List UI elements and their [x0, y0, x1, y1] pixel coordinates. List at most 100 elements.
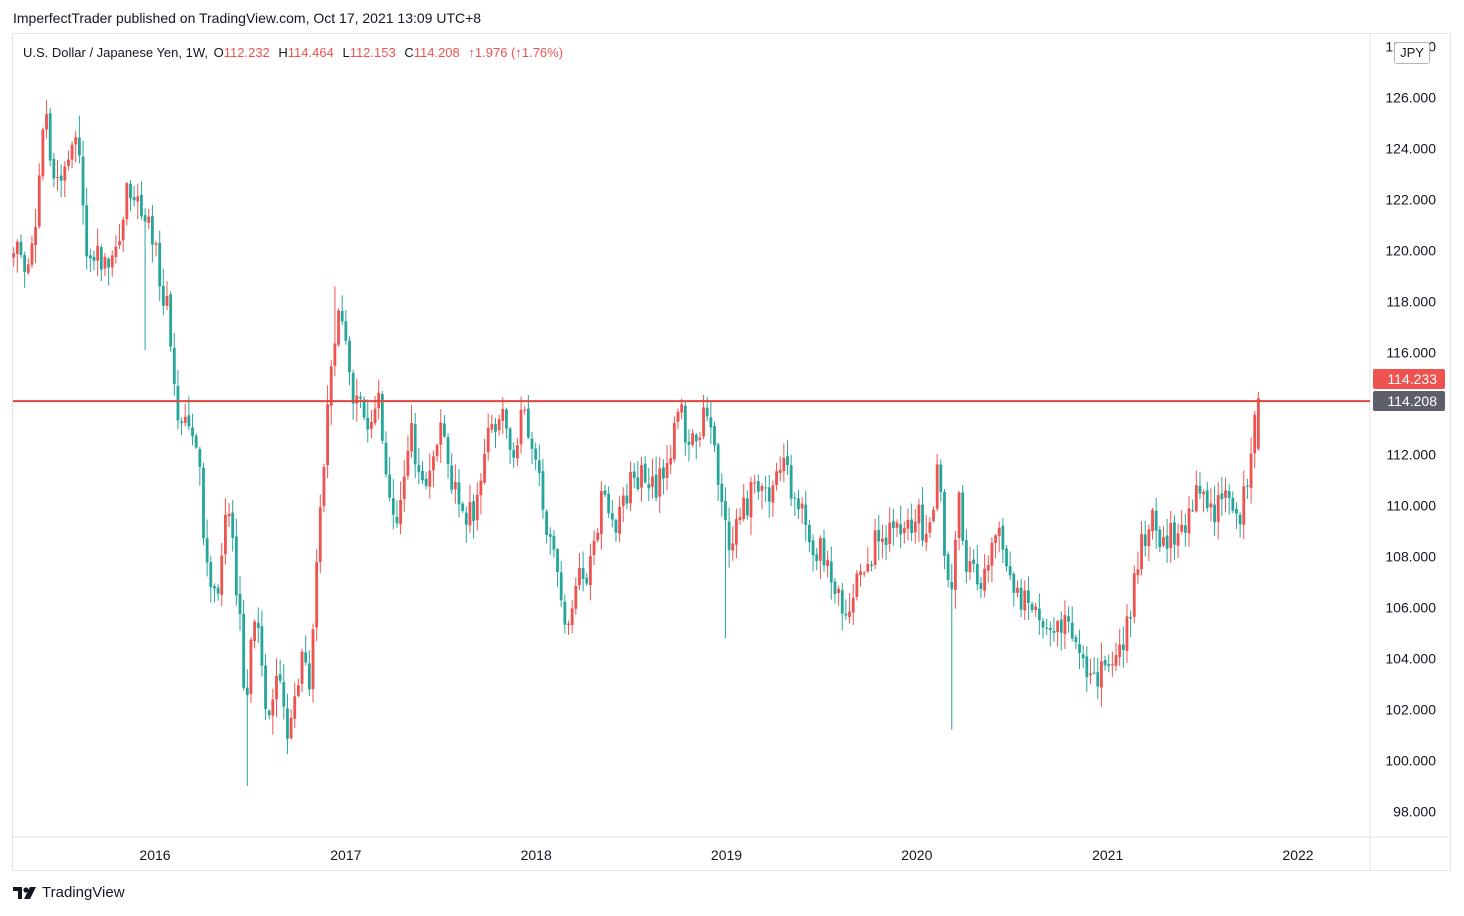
candle [1205, 481, 1209, 512]
candle [1107, 654, 1111, 673]
candle-body [1052, 631, 1056, 633]
candle-body [570, 608, 574, 626]
candle-body [968, 561, 972, 573]
candle-body [223, 514, 227, 555]
candle-body [70, 144, 74, 160]
candle [1023, 580, 1027, 621]
price-tick-label: 120.000 [1385, 243, 1436, 259]
candle [983, 554, 987, 598]
price-badge-label: 114.233 [1387, 371, 1437, 387]
candle [683, 401, 687, 456]
candle-body [410, 422, 413, 452]
candle [103, 253, 107, 277]
candle-body [1256, 398, 1260, 449]
candle [771, 480, 775, 517]
candle [775, 462, 778, 491]
candle [497, 415, 501, 436]
candle-body [198, 449, 202, 467]
candle-body [315, 562, 319, 628]
candle [304, 635, 308, 666]
candle [296, 678, 300, 698]
candle [756, 474, 760, 500]
candle [472, 494, 476, 539]
candle [753, 474, 757, 494]
candle [505, 407, 508, 439]
candle [924, 515, 928, 551]
candle-body [786, 456, 789, 465]
candle [395, 500, 399, 528]
candle [238, 576, 242, 631]
candle [964, 529, 968, 584]
candle [888, 507, 892, 553]
candle [848, 593, 851, 624]
candle [1114, 642, 1118, 672]
candle-body [329, 366, 333, 406]
candle-body [818, 538, 822, 561]
candle-body [643, 463, 647, 483]
candle [621, 487, 625, 523]
candle-body [1045, 627, 1049, 629]
candle [720, 473, 724, 517]
candle-body [665, 463, 669, 478]
candle [1100, 642, 1103, 707]
candle-body [727, 521, 731, 551]
candle-body [771, 485, 775, 503]
candle-body [176, 385, 180, 421]
candle-body [296, 685, 300, 696]
candle [48, 107, 52, 167]
candle-body [1169, 523, 1173, 548]
candle [67, 150, 70, 171]
candle [1132, 565, 1136, 624]
candle-body [1089, 673, 1092, 676]
candle [96, 228, 100, 276]
candle-body [15, 241, 19, 254]
candle [1052, 617, 1056, 642]
candle-body [45, 114, 48, 130]
candle [1081, 645, 1085, 668]
candle [545, 509, 549, 544]
candle-body [497, 419, 501, 431]
candle [300, 648, 304, 693]
candle-body [103, 256, 107, 269]
candle [501, 397, 505, 435]
candle [585, 573, 589, 586]
high-value: 114.464 [287, 45, 334, 60]
currency-button[interactable]: JPY [1394, 42, 1430, 64]
candle [88, 248, 92, 273]
price-tick-label: 118.000 [1386, 294, 1436, 310]
candle-body [705, 407, 709, 417]
candle [567, 620, 570, 636]
candle-body [505, 409, 508, 429]
candle [1213, 485, 1216, 537]
candle-body [756, 481, 760, 492]
candle-body [1096, 672, 1100, 687]
candle-body [662, 467, 665, 479]
brand-name: TradingView [42, 884, 125, 901]
candle-body [311, 629, 315, 690]
candle [891, 508, 895, 546]
candle-body [435, 444, 439, 457]
candle-body [271, 699, 275, 716]
candle [1030, 601, 1034, 614]
candle-body [928, 522, 932, 533]
candle-body [950, 581, 954, 590]
candle-body [840, 590, 844, 614]
candle [369, 410, 373, 439]
candle-body [713, 426, 716, 446]
candle-body [1074, 637, 1078, 643]
tradingview-brand[interactable]: TradingView [13, 884, 125, 901]
candle-body [552, 535, 556, 550]
candle-body [676, 411, 680, 422]
candle [691, 429, 695, 448]
candle [260, 610, 264, 677]
candle-body [369, 422, 373, 429]
candle [625, 483, 629, 510]
candle-body [775, 471, 778, 485]
candle [351, 369, 355, 420]
candle [399, 481, 402, 535]
candle-body [384, 442, 388, 475]
candle-body [1023, 590, 1027, 611]
candle-body [77, 137, 81, 156]
candle [245, 669, 249, 787]
